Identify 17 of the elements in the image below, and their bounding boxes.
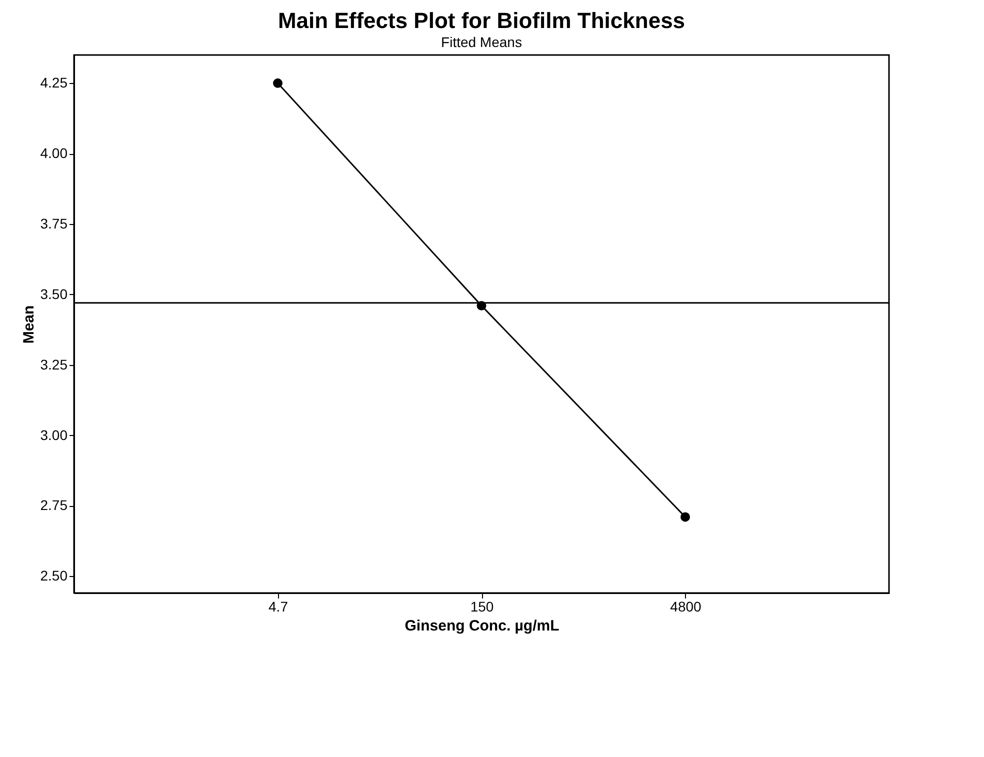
point bbox=[273, 78, 282, 88]
chart-title: Main Effects Plot for Biofilm Thickness bbox=[278, 8, 686, 33]
y-axis-title: Mean bbox=[20, 305, 38, 344]
x-tick-label: 4.7 bbox=[268, 598, 288, 614]
y-tick-label: 4.00 bbox=[40, 145, 68, 162]
y-tick-label: 3.50 bbox=[40, 286, 68, 302]
chart-subtitle: Fitted Means bbox=[441, 34, 522, 50]
y-tick-label: 2.50 bbox=[40, 568, 68, 584]
y-tick-label: 2.75 bbox=[40, 497, 68, 514]
y-tick-label: 3.75 bbox=[40, 216, 68, 232]
y-tick-label: 3.00 bbox=[40, 426, 68, 443]
point bbox=[680, 512, 690, 522]
y-tick-label: 3.25 bbox=[40, 356, 68, 372]
x-axis-title: Ginseng Conc. µg/mL bbox=[404, 618, 560, 634]
x-tick-label: 150 bbox=[470, 598, 494, 614]
y-tick-label: 4.25 bbox=[40, 74, 68, 91]
x-tick-label: 4800 bbox=[670, 598, 702, 614]
